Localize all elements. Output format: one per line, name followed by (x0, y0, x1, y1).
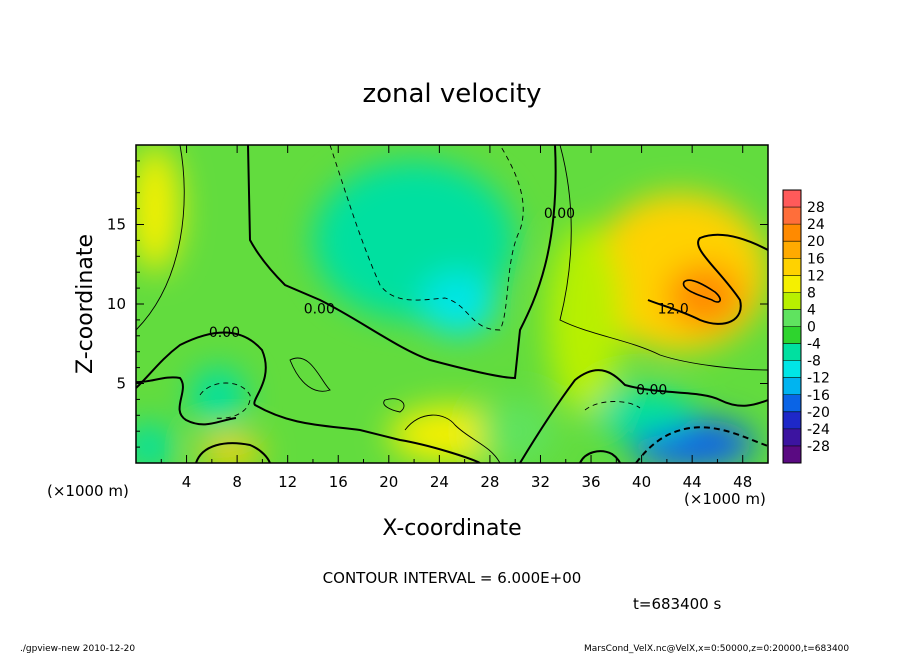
colorbar-swatch-4 (783, 258, 801, 276)
colorbar-swatch-11 (783, 377, 801, 395)
field-blob-10 (136, 145, 181, 273)
contour-dashed-left (199, 382, 251, 419)
x-tick-label-7: 32 (531, 473, 550, 491)
x-tick-label-8: 36 (581, 473, 600, 491)
y-axis-label: Z-coordinate (73, 234, 98, 374)
colorbar-label-0: 28 (807, 200, 825, 216)
field-blob-8 (136, 423, 174, 463)
field-blob-6 (591, 388, 693, 436)
colorbar-label-13: -24 (807, 422, 830, 438)
footer-right: MarsCond_VelX.nc@VelX,x=0:50000,z=0:2000… (584, 644, 849, 654)
contour-labels: 0.00 0.00 0.00 12.0 0.00 (209, 206, 689, 398)
x-axis-label: X-coordinate (382, 516, 521, 541)
colorbar-label-5: 8 (807, 285, 816, 301)
colorbar-label-1: 24 (807, 217, 825, 233)
field-blob-7 (199, 435, 263, 463)
x-tick-label-11: 48 (733, 473, 752, 491)
x-unit-label-right: (×1000 m) (684, 490, 766, 508)
field-blob-2 (190, 367, 246, 425)
footer-left: ./gpview-new 2010-12-20 (20, 644, 135, 654)
y-axis: 5 10 15 (107, 160, 768, 448)
colorbar-label-4: 12 (807, 268, 825, 284)
contour-interval-text: CONTOUR INTERVAL = 6.000E+00 (323, 569, 582, 587)
colorbar-swatch-0 (783, 190, 801, 208)
contour-thin-lower (289, 357, 331, 392)
colorbar-swatch-1 (783, 207, 801, 225)
x-tick-label-2: 12 (278, 473, 297, 491)
contour-label-3: 12.0 (658, 301, 689, 317)
colorbar-label-7: 0 (807, 320, 816, 336)
colorbar-swatch-9 (783, 343, 801, 361)
contour-label-2: 0.00 (544, 206, 575, 222)
contour-zero-lower (136, 331, 481, 463)
chart-title: zonal velocity (362, 79, 541, 109)
colorbar-swatch-2 (783, 224, 801, 242)
field-blob-12 (477, 399, 554, 463)
y-tick-label-2: 15 (107, 216, 126, 234)
colorbar-label-12: -20 (807, 405, 830, 421)
colorbar-label-9: -8 (807, 354, 821, 370)
x-tick-label-4: 20 (379, 473, 398, 491)
colorbar-swatch-13 (783, 411, 801, 429)
colorbar-label-3: 16 (807, 251, 825, 267)
colorbar-swatch-3 (783, 241, 801, 259)
time-annotation: t=683400 s (633, 595, 721, 613)
x-tick-label-3: 16 (329, 473, 348, 491)
colorbar-swatch-12 (783, 394, 801, 412)
plot-area: 0.00 0.00 0.00 12.0 0.00 (136, 145, 768, 463)
colorbar-swatch-6 (783, 292, 801, 310)
x-tick-label-1: 8 (232, 473, 242, 491)
x-unit-label-left: (×1000 m) (47, 482, 129, 500)
colorbar-swatch-14 (783, 428, 801, 446)
contour-zero-left (247, 145, 557, 380)
x-tick-label-9: 40 (632, 473, 651, 491)
contour-label-1: 0.00 (304, 301, 335, 317)
colorbar-label-8: -4 (807, 337, 821, 353)
contour-twelve (647, 233, 768, 325)
field-blob-4 (666, 264, 743, 328)
colorbar-swatch-7 (783, 309, 801, 327)
colorbar-label-10: -12 (807, 371, 830, 387)
x-axis: 4 8 12 16 20 24 28 32 36 40 44 48 (160, 145, 752, 491)
field-blobs (136, 145, 768, 463)
colorbar-swatch-8 (783, 326, 801, 344)
contour-thin-left (136, 145, 185, 331)
x-tick-label-6: 28 (480, 473, 499, 491)
colorbar-label-14: -28 (807, 439, 830, 455)
contour-bottom-right-loop (579, 450, 621, 463)
contour-bottom-loop (195, 442, 271, 463)
contour-lines (136, 145, 768, 463)
contour-dashed-top (329, 145, 524, 331)
x-tick-label-0: 4 (182, 473, 192, 491)
contour-label-0: 0.00 (209, 325, 240, 341)
field-blob-11 (546, 224, 623, 416)
contour-eighteen-loop (682, 279, 721, 303)
contour-neg-lower-right (635, 426, 768, 463)
x-tick-label-10: 44 (683, 473, 702, 491)
x-tick-label-5: 24 (430, 473, 449, 491)
y-tick-label-1: 10 (107, 295, 126, 313)
colorbar-label-6: 4 (807, 302, 816, 318)
colorbar-label-11: -16 (807, 388, 830, 404)
contour-thin-right (559, 145, 768, 371)
colorbar-label-2: 20 (807, 234, 825, 250)
contour-zero-right (519, 369, 768, 463)
colorbar-swatch-10 (783, 360, 801, 378)
colorbar-swatch-15 (783, 445, 801, 463)
field-blob-1 (420, 272, 497, 336)
y-tick-label-0: 5 (116, 375, 126, 393)
contour-thin-lower2 (383, 398, 405, 413)
contour-thin-br (584, 401, 641, 411)
colorbar-swatch-5 (783, 275, 801, 293)
contour-zero-loop-left (136, 376, 237, 426)
contour-thin-bottom (404, 414, 501, 463)
contour-label-4: 0.00 (636, 382, 667, 398)
